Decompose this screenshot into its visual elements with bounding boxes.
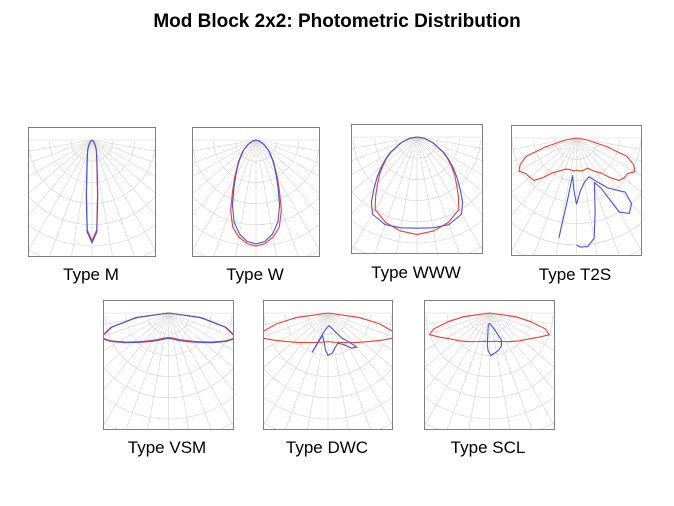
- grid-radial: [29, 140, 92, 256]
- grid-radial: [577, 138, 642, 255]
- grid-radial: [417, 137, 482, 226]
- grid-radial: [104, 313, 169, 429]
- grid-radial: [169, 313, 234, 382]
- grid-radial: [121, 313, 168, 429]
- caption-type-dwc: Type DWC: [247, 438, 407, 458]
- grid-radial: [417, 137, 482, 206]
- grid-radial: [328, 313, 375, 429]
- grid-radial: [264, 313, 328, 402]
- grid-radial: [264, 313, 328, 429]
- grid-radial: [264, 313, 328, 360]
- caption-type-www: Type WWW: [336, 263, 496, 283]
- polar-grid: [352, 137, 482, 253]
- grid-radial: [92, 140, 155, 256]
- grid-radial: [352, 137, 417, 206]
- grid-radial: [29, 140, 92, 229]
- grid-radial: [104, 313, 169, 419]
- polar-grid: [193, 140, 319, 256]
- grid-radial: [425, 313, 490, 429]
- polar-chart-type-vsm: [103, 300, 234, 430]
- grid-radial: [490, 313, 555, 402]
- grid-radial: [425, 313, 490, 360]
- grid-radial: [425, 313, 490, 402]
- grid-radial: [209, 140, 256, 256]
- grid-radial: [490, 313, 555, 429]
- grid-radial: [169, 313, 234, 429]
- polar-grid: [264, 313, 392, 429]
- grid-radial: [193, 140, 256, 229]
- caption-type-scl: Type SCL: [408, 438, 568, 458]
- grid-radial: [256, 140, 319, 256]
- caption-type-m: Type M: [11, 265, 171, 285]
- grid-radial: [425, 313, 490, 382]
- polar-grid: [104, 313, 233, 429]
- grid-radial: [169, 313, 234, 419]
- grid-radial: [529, 138, 577, 255]
- grid-radial: [92, 140, 155, 229]
- grid-radial: [417, 137, 482, 253]
- grid-radial: [104, 313, 169, 360]
- polar-grid: [512, 138, 641, 255]
- grid-radial: [352, 137, 417, 226]
- grid-radial: [352, 137, 417, 253]
- grid-radial: [92, 140, 155, 187]
- grid-radial: [169, 313, 216, 429]
- polar-chart-type-scl: [424, 300, 555, 430]
- grid-radial: [577, 138, 625, 255]
- grid-radial: [490, 313, 555, 382]
- grid-radial: [490, 313, 537, 429]
- grid-radial: [264, 313, 328, 382]
- grid-radial: [45, 140, 92, 256]
- polar-chart-type-w: [192, 127, 320, 257]
- polar-grid: [29, 140, 155, 256]
- grid-radial: [328, 313, 392, 360]
- caption-type-t2s: Type T2S: [495, 265, 655, 285]
- polar-chart-type-t2s: [511, 125, 642, 256]
- grid-radial: [104, 313, 169, 382]
- grid-radial: [281, 313, 328, 429]
- grid-radial: [169, 313, 234, 360]
- caption-type-vsm: Type VSM: [87, 438, 247, 458]
- grid-radial: [256, 140, 319, 229]
- caption-type-w: Type W: [175, 265, 335, 285]
- grid-radial: [29, 140, 92, 187]
- grid-radial: [577, 138, 642, 227]
- page-title: Mod Block 2x2: Photometric Distribution: [0, 11, 674, 33]
- grid-radial: [512, 138, 577, 227]
- polar-chart-type-m: [28, 127, 156, 257]
- polar-chart-type-dwc: [263, 300, 393, 430]
- grid-radial: [370, 137, 417, 253]
- grid-radial: [328, 313, 392, 429]
- polar-grid: [425, 313, 554, 429]
- grid-radial: [512, 138, 577, 255]
- grid-radial: [417, 137, 464, 253]
- grid-radial: [92, 140, 139, 256]
- grid-radial: [193, 140, 256, 256]
- grid-radial: [512, 138, 577, 208]
- grid-radial: [256, 140, 303, 256]
- polar-chart-type-www: [351, 124, 483, 254]
- grid-radial: [328, 313, 392, 382]
- grid-radial: [328, 313, 392, 402]
- grid-radial: [442, 313, 489, 429]
